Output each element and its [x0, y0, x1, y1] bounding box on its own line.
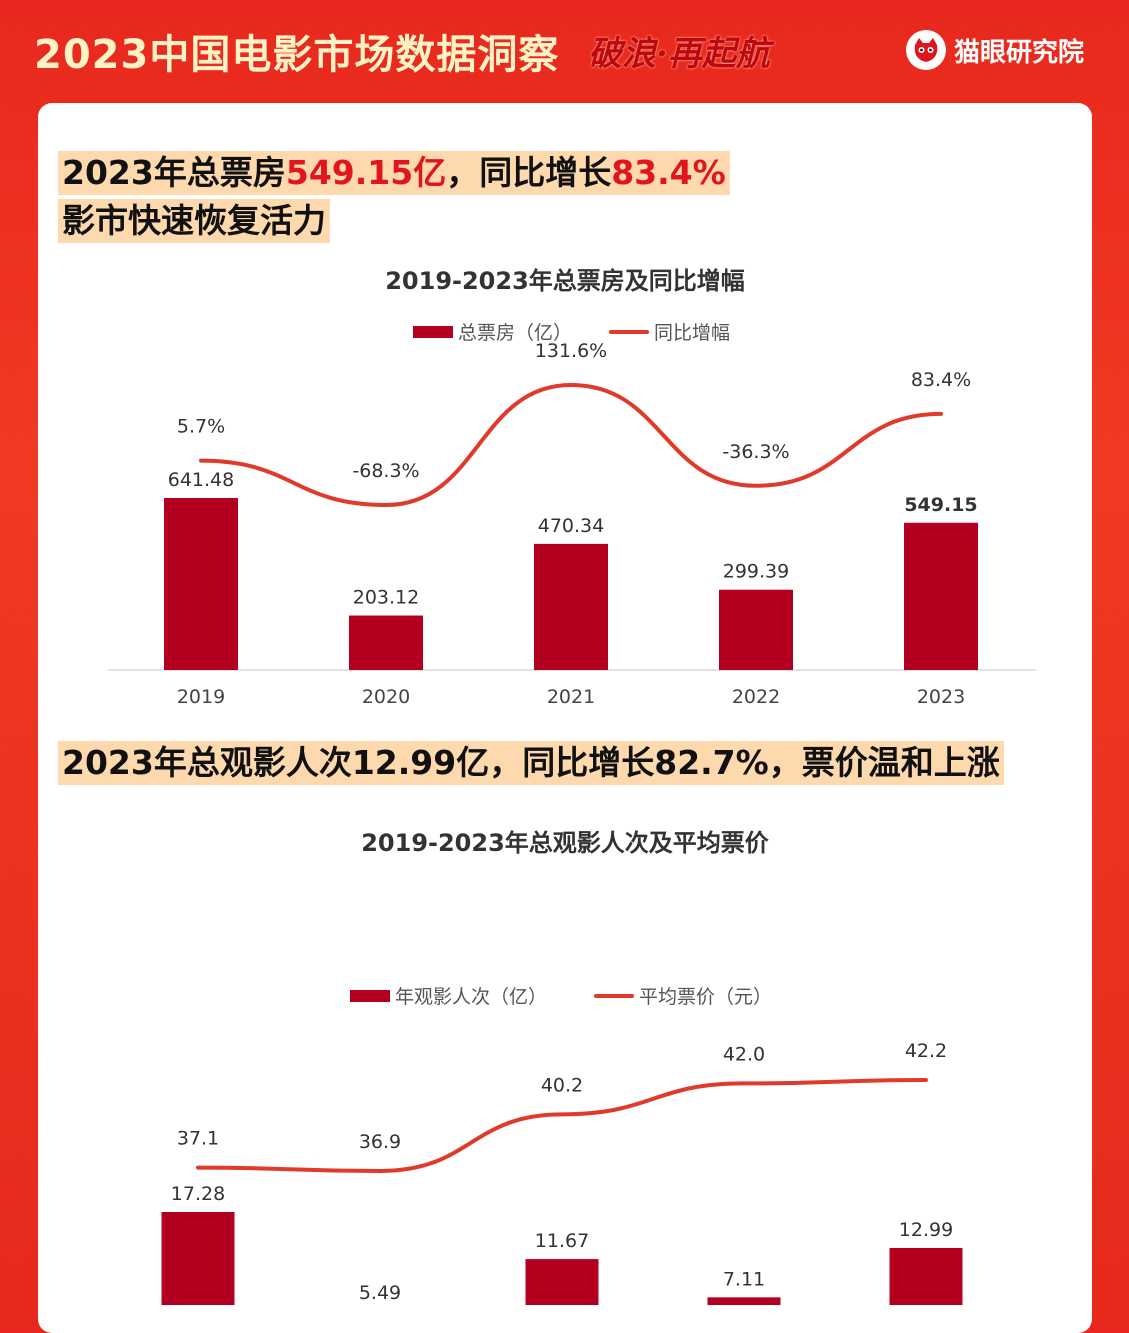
bar-value-label: 11.67	[535, 1230, 589, 1252]
legend-swatch-bar	[413, 326, 453, 338]
bar-value-label: 5.49	[359, 1282, 401, 1304]
bar-2022	[719, 589, 793, 670]
bar-value-label: 12.99	[899, 1219, 953, 1241]
x-tick-label: 2022	[732, 686, 780, 708]
chart2-title: 2019-2023年总观影人次及平均票价	[361, 829, 769, 857]
slogan: 破浪·再起航	[588, 34, 770, 74]
legend-swatch-bar	[350, 990, 390, 1002]
bar-2023	[904, 522, 978, 670]
headline-2: 2023年总观影人次12.99亿，同比增长82.7%，票价温和上涨	[58, 741, 1004, 785]
line-series	[199, 382, 943, 508]
line-value-label: -36.3%	[722, 441, 789, 463]
bar-2021	[525, 1259, 599, 1305]
bar-2019	[161, 1212, 235, 1305]
attendance-chart: 年观影人次（亿）平均票价（元）17.2820195.49202011.67202…	[161, 986, 963, 1305]
x-tick-label: 2021	[547, 686, 595, 708]
headline-1: 2023年总票房549.15亿，同比增长83.4%	[58, 151, 730, 195]
bar-value-label: 549.15	[904, 494, 977, 516]
line-series	[196, 1078, 928, 1174]
x-tick-label: 2023	[917, 686, 965, 708]
legend-label-line: 同比增幅	[654, 322, 730, 344]
content-card: 2023年总票房549.15亿，同比增长83.4% 影市快速恢复活力 2019-…	[38, 103, 1092, 1333]
bar-value-label: 203.12	[353, 587, 419, 609]
legend-swatch-line	[594, 994, 634, 998]
brand: 猫眼研究院	[906, 30, 1084, 70]
headline-1-value-b: 83.4%	[611, 153, 726, 192]
line-value-label: 42.2	[905, 1040, 947, 1062]
bar-value-label: 299.39	[723, 561, 789, 583]
bar-value-label: 17.28	[171, 1183, 225, 1205]
bar-2023	[889, 1247, 963, 1305]
bar-2021	[534, 543, 608, 670]
legend-swatch-line	[609, 330, 649, 334]
bar-value-label: 470.34	[538, 515, 604, 537]
bar-2020	[349, 615, 423, 670]
bar-2019	[164, 498, 238, 670]
line-value-label: -68.3%	[352, 460, 419, 482]
legend-label-bar: 年观影人次（亿）	[395, 986, 547, 1008]
line-value-label: 40.2	[541, 1074, 583, 1096]
chart1-title: 2019-2023年总票房及同比增幅	[385, 267, 745, 295]
headline-1-value-a: 549.15亿	[285, 153, 447, 192]
line-value-label: 5.7%	[177, 416, 225, 438]
legend-label-line: 平均票价（元）	[639, 986, 772, 1008]
brand-name: 猫眼研究院	[954, 37, 1085, 68]
headline-1-text-a: 2023年总票房	[62, 153, 286, 192]
line-value-label: 42.0	[723, 1043, 765, 1065]
main-title: 2023中国电影市场数据洞察	[34, 32, 560, 78]
line-value-label: 131.6%	[535, 340, 607, 362]
line-value-label: 37.1	[177, 1128, 219, 1150]
headline-1-text-b: ，同比增长	[446, 153, 612, 192]
header: 2023中国电影市场数据洞察 破浪·再起航 猫眼研究院	[0, 0, 1129, 100]
x-tick-label: 2019	[177, 686, 225, 708]
bar-value-label: 641.48	[168, 469, 234, 491]
bar-2022	[707, 1297, 781, 1305]
x-tick-label: 2020	[362, 686, 410, 708]
cat-eye-logo-icon	[906, 30, 946, 70]
line-value-label: 83.4%	[911, 369, 971, 391]
bar-value-label: 7.11	[723, 1268, 765, 1290]
legend-label-bar: 总票房（亿）	[458, 322, 572, 344]
headline-1-subline: 影市快速恢复活力	[58, 199, 330, 243]
line-value-label: 36.9	[359, 1131, 401, 1153]
box-office-chart: 总票房（亿） 同比增幅 641.48 2019 203.12 2020 470.34 2021…	[108, 322, 1036, 708]
